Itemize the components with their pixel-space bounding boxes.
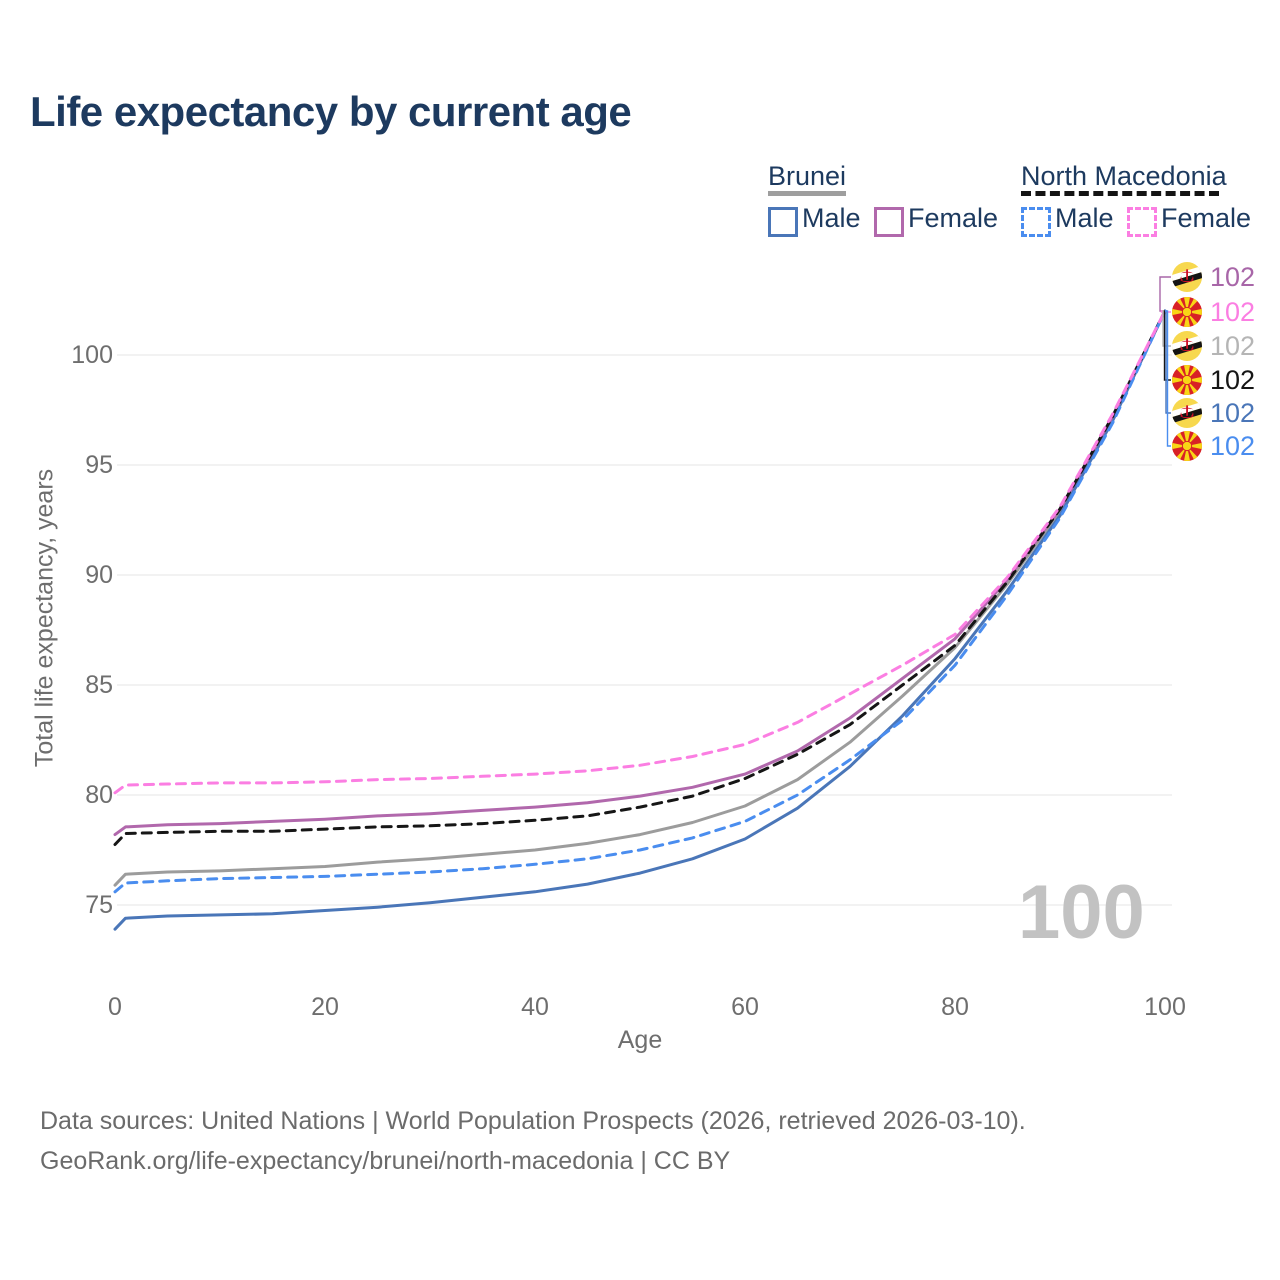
end-label-brunei-female: 102 — [1172, 261, 1255, 293]
legend-label-brunei-female[interactable]: Female — [908, 203, 999, 233]
legend-group-brunei-label: Brunei — [768, 161, 847, 191]
end-label-nm-male: 102 — [1172, 430, 1255, 462]
y-tick-75: 75 — [85, 891, 113, 919]
legend-swatch-nm-male[interactable] — [1021, 207, 1051, 237]
y-tick-85: 85 — [85, 671, 113, 699]
x-axis-title: Age — [617, 1026, 663, 1054]
legend-swatch-brunei-male[interactable] — [768, 207, 798, 237]
legend-group-north-macedonia-label: North Macedonia — [1021, 161, 1227, 191]
y-tick-80: 80 — [85, 781, 113, 809]
end-value: 102 — [1210, 330, 1256, 361]
age-counter-watermark: 100 — [1018, 870, 1145, 955]
leader-line-brunei-female — [1159, 276, 1171, 312]
series-line-north-macedonia-female — [113, 309, 1167, 795]
y-axis-title: Total life expectancy, years — [30, 468, 59, 768]
chart-title: Life expectancy by current age — [30, 88, 632, 135]
series-line-north-macedonia-total — [113, 309, 1167, 846]
north-macedonia-flag-icon — [1172, 431, 1202, 461]
attribution-link-text[interactable]: GeoRank.org/life-expectancy/brunei/north… — [40, 1147, 731, 1175]
x-tick-40: 40 — [521, 993, 549, 1021]
legend-swatch-brunei-female[interactable] — [874, 207, 904, 237]
north-macedonia-flag-icon — [1172, 297, 1202, 327]
series-line-brunei-total — [113, 309, 1167, 887]
end-value: 102 — [1210, 364, 1256, 395]
legend-label-brunei-male[interactable]: Male — [802, 203, 861, 233]
x-tick-20: 20 — [311, 993, 339, 1021]
end-value: 102 — [1210, 430, 1256, 461]
brunei-flag-icon — [1172, 398, 1202, 428]
end-label-nm-total: 102 — [1172, 364, 1255, 396]
leader-line-north-macedonia-male — [1165, 310, 1171, 447]
y-tick-100: 100 — [71, 341, 113, 369]
brunei-flag-icon — [1172, 331, 1202, 361]
end-label-brunei-total: 102 — [1172, 330, 1255, 362]
end-value: 102 — [1210, 296, 1256, 327]
series-line-brunei-male — [113, 309, 1167, 931]
brunei-flag-icon — [1172, 262, 1202, 292]
end-label-nm-female: 102 — [1172, 296, 1255, 328]
x-tick-80: 80 — [941, 993, 969, 1021]
x-tick-60: 60 — [731, 993, 759, 1021]
legend-label-nm-male[interactable]: Male — [1055, 203, 1114, 233]
end-value: 102 — [1210, 261, 1256, 292]
end-label-brunei-male: 102 — [1172, 397, 1255, 429]
end-value: 102 — [1210, 397, 1256, 428]
series-line-north-macedonia-male — [113, 309, 1167, 894]
legend-label-nm-female[interactable]: Female — [1161, 203, 1252, 233]
series-line-brunei-female — [113, 309, 1167, 837]
north-macedonia-flag-icon — [1172, 365, 1202, 395]
legend-north-macedonia-line-sample — [1021, 191, 1219, 196]
legend-brunei-line-sample — [768, 191, 846, 196]
y-tick-95: 95 — [85, 451, 113, 479]
data-sources-text: Data sources: United Nations | World Pop… — [40, 1107, 1026, 1135]
y-tick-90: 90 — [85, 561, 113, 589]
x-tick-100: 100 — [1144, 993, 1186, 1021]
x-tick-0: 0 — [108, 993, 122, 1021]
legend-swatch-nm-female[interactable] — [1127, 207, 1157, 237]
